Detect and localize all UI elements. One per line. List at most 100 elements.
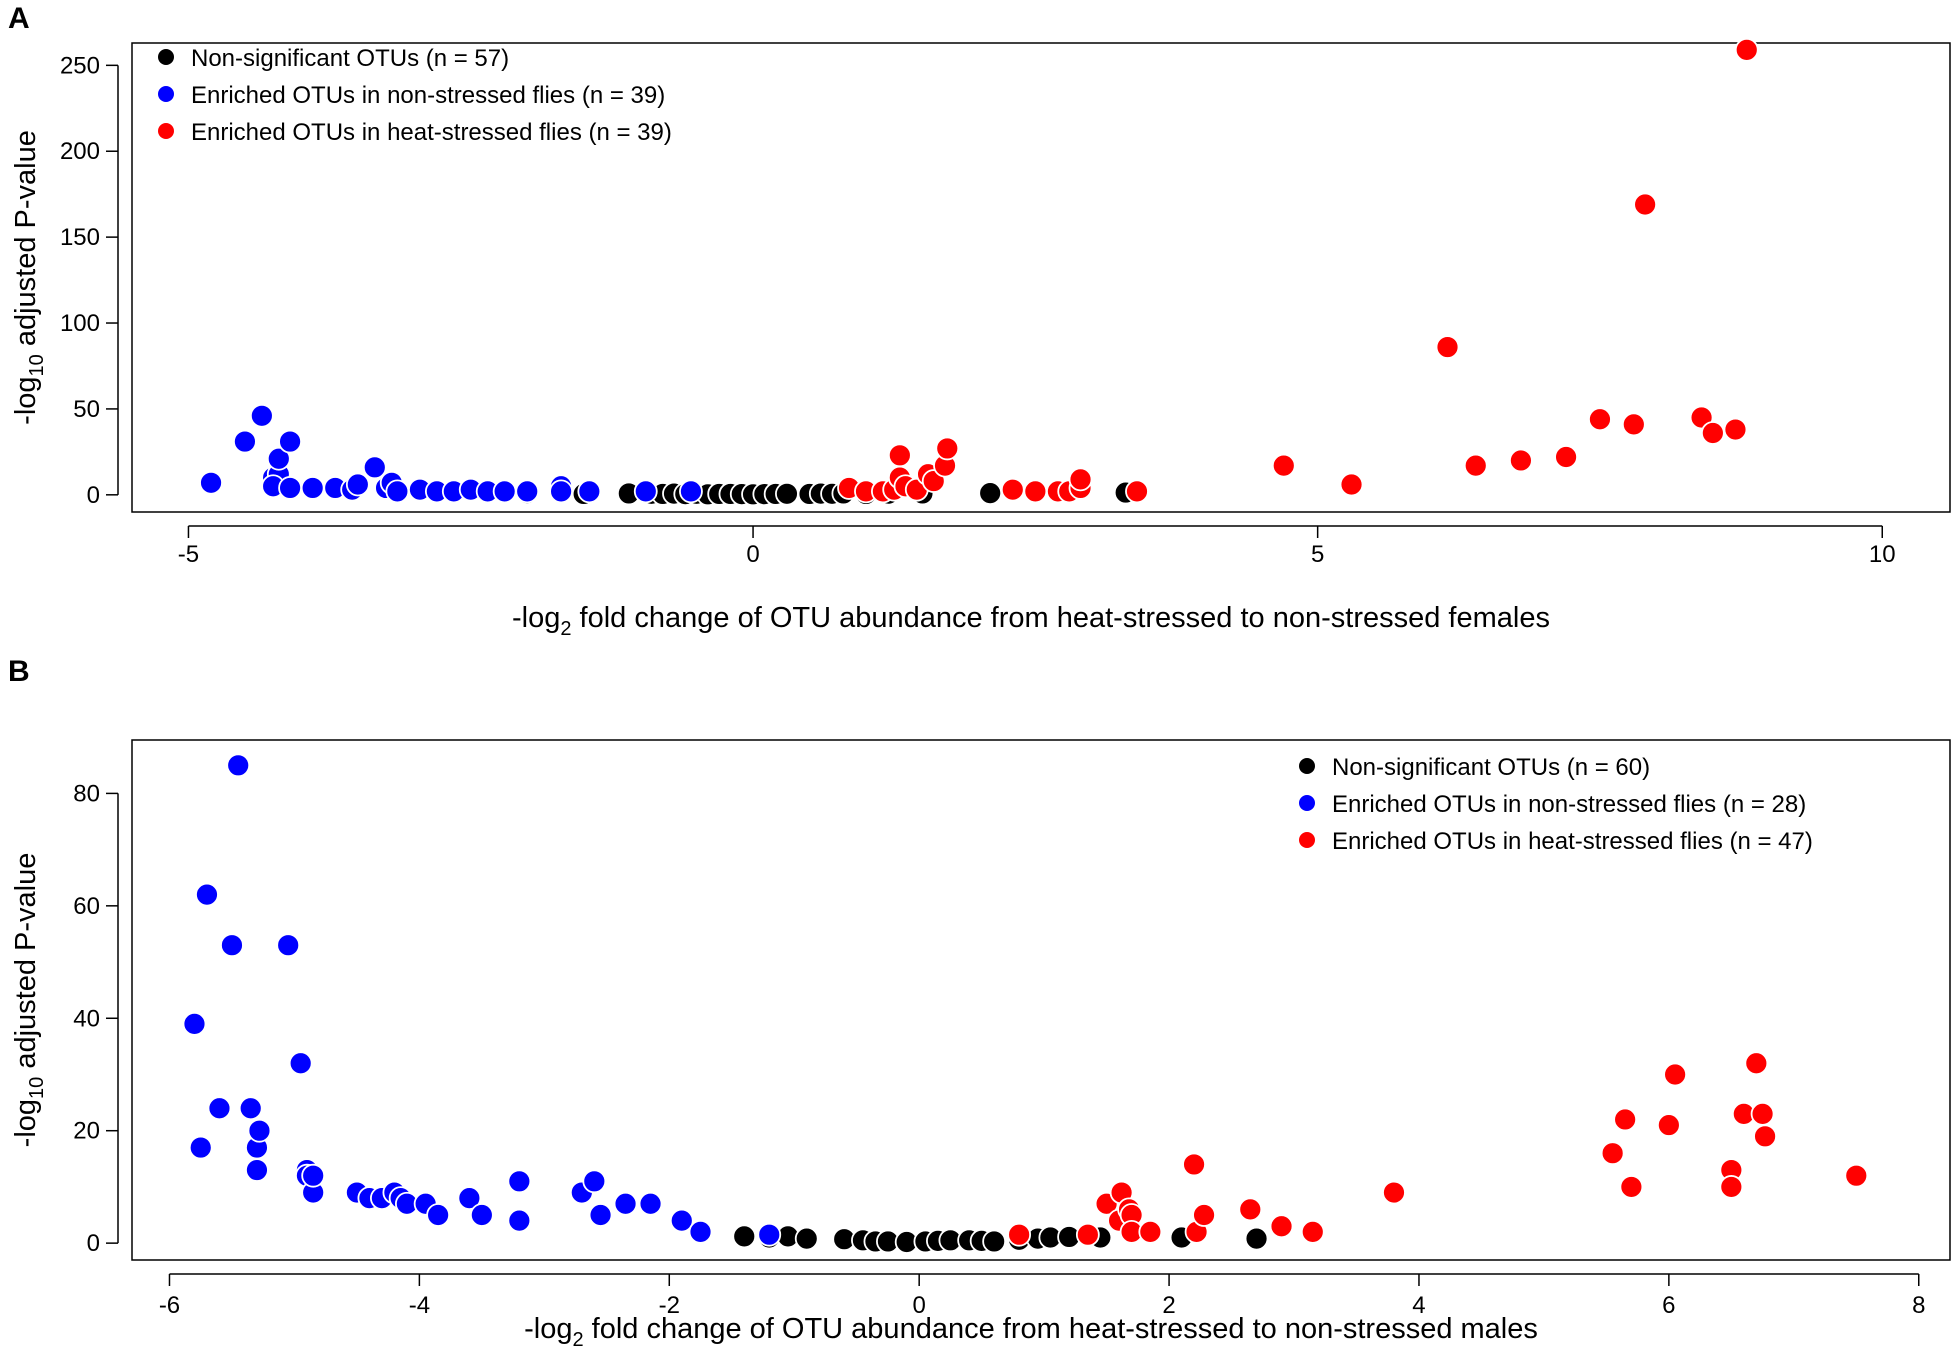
legend-marker [158,123,174,139]
series-1 [199,403,703,504]
legend-marker [158,49,174,65]
data-point [457,1186,482,1211]
plot-frame [131,42,1951,513]
data-point [1600,1141,1625,1166]
x-tick-label: 4 [1412,1292,1425,1319]
data-point [1138,1219,1163,1244]
data-point [1068,467,1093,492]
data-point [1844,1163,1869,1188]
data-point [982,1229,1007,1254]
panel-a-label: A [8,2,30,35]
data-point [1238,1197,1263,1222]
legend-marker [1299,832,1315,848]
data-point [278,429,302,454]
data-point [1000,477,1025,502]
data-point [266,446,291,471]
data-point [385,479,410,504]
data-point [362,455,387,480]
x-tick-label: 6 [1662,1292,1675,1319]
legend-marker [158,86,174,102]
x-tick-label: -4 [409,1292,430,1319]
x-tick-label: -6 [159,1292,180,1319]
series-2 [1007,1051,1869,1247]
y-tick-label: 0 [87,482,100,509]
data-point [1723,417,1748,442]
data-point [300,476,325,500]
y-tick-label: 250 [60,52,100,79]
data-point [245,1158,269,1182]
data-point [249,403,274,428]
panel-b-label: B [8,655,30,688]
data-point [1750,1101,1775,1126]
x-tick-label: 10 [1869,541,1896,568]
y-axis-title: -log10 adjusted P-value [10,853,48,1148]
data-point [220,933,244,958]
data-point [1244,1226,1269,1251]
x-tick-label: 0 [912,1292,925,1319]
data-point [1554,445,1578,469]
data-point [1023,479,1048,504]
data-point [1125,479,1149,504]
data-point [233,429,257,454]
y-tick-label: 100 [60,310,100,337]
data-point [426,1203,451,1227]
data-point [549,479,573,504]
data-point [588,1203,613,1227]
data-point [1435,335,1460,359]
data-point [1300,1219,1325,1244]
data-point [507,1169,532,1194]
data-point [978,481,1003,506]
data-point [1588,407,1612,432]
data-point [1744,1051,1769,1076]
y-tick-label: 0 [87,1230,100,1257]
data-point [1619,1175,1644,1199]
data-point [1509,448,1533,473]
x-axis-title: -log2 fold change of OTU abundance from … [512,602,1550,640]
data-point [1734,37,1759,62]
data-point [238,1096,263,1121]
series-2 [837,37,1759,504]
data-point [613,1191,638,1216]
data-point [188,1135,213,1160]
data-point [1075,1222,1100,1247]
data-point [492,479,517,504]
data-point [638,1191,663,1216]
data-point [1007,1222,1032,1247]
data-point [469,1203,494,1227]
data-point [794,1226,819,1251]
y-tick-label: 80 [73,780,100,807]
data-point [278,476,302,500]
x-tick-label: -2 [659,1292,680,1319]
data-point [345,472,370,497]
y-tick-label: 60 [73,893,100,920]
data-point [1753,1124,1777,1149]
data-point [935,436,960,461]
data-point [669,1208,694,1233]
data-point [732,1224,757,1249]
data-point [577,479,602,504]
legend-marker [1299,795,1315,811]
data-point [1700,421,1725,445]
x-tick-label: 0 [746,541,759,568]
data-point [276,933,301,958]
legend-label: Enriched OTUs in heat-stressed flies (n … [191,119,672,146]
plot-frame [131,739,1951,1261]
legend: Non-significant OTUs (n = 60) Enriched OT… [1299,754,1813,855]
data-point [688,1219,713,1244]
legend-label: Enriched OTUs in non-stressed flies (n =… [1332,791,1806,818]
data-point [1656,1113,1681,1137]
y-axis-title: -log10 adjusted P-value [10,130,48,425]
data-point [1192,1203,1216,1227]
data-point [182,1011,207,1036]
data-point [301,1163,326,1188]
data-point [1621,412,1646,437]
data-point [507,1208,532,1233]
y-tick-label: 40 [73,1005,100,1032]
data-point [226,753,251,778]
y-tick-label: 50 [73,396,100,423]
data-point [1382,1180,1406,1205]
legend-label: Non-significant OTUs (n = 57) [191,45,509,72]
